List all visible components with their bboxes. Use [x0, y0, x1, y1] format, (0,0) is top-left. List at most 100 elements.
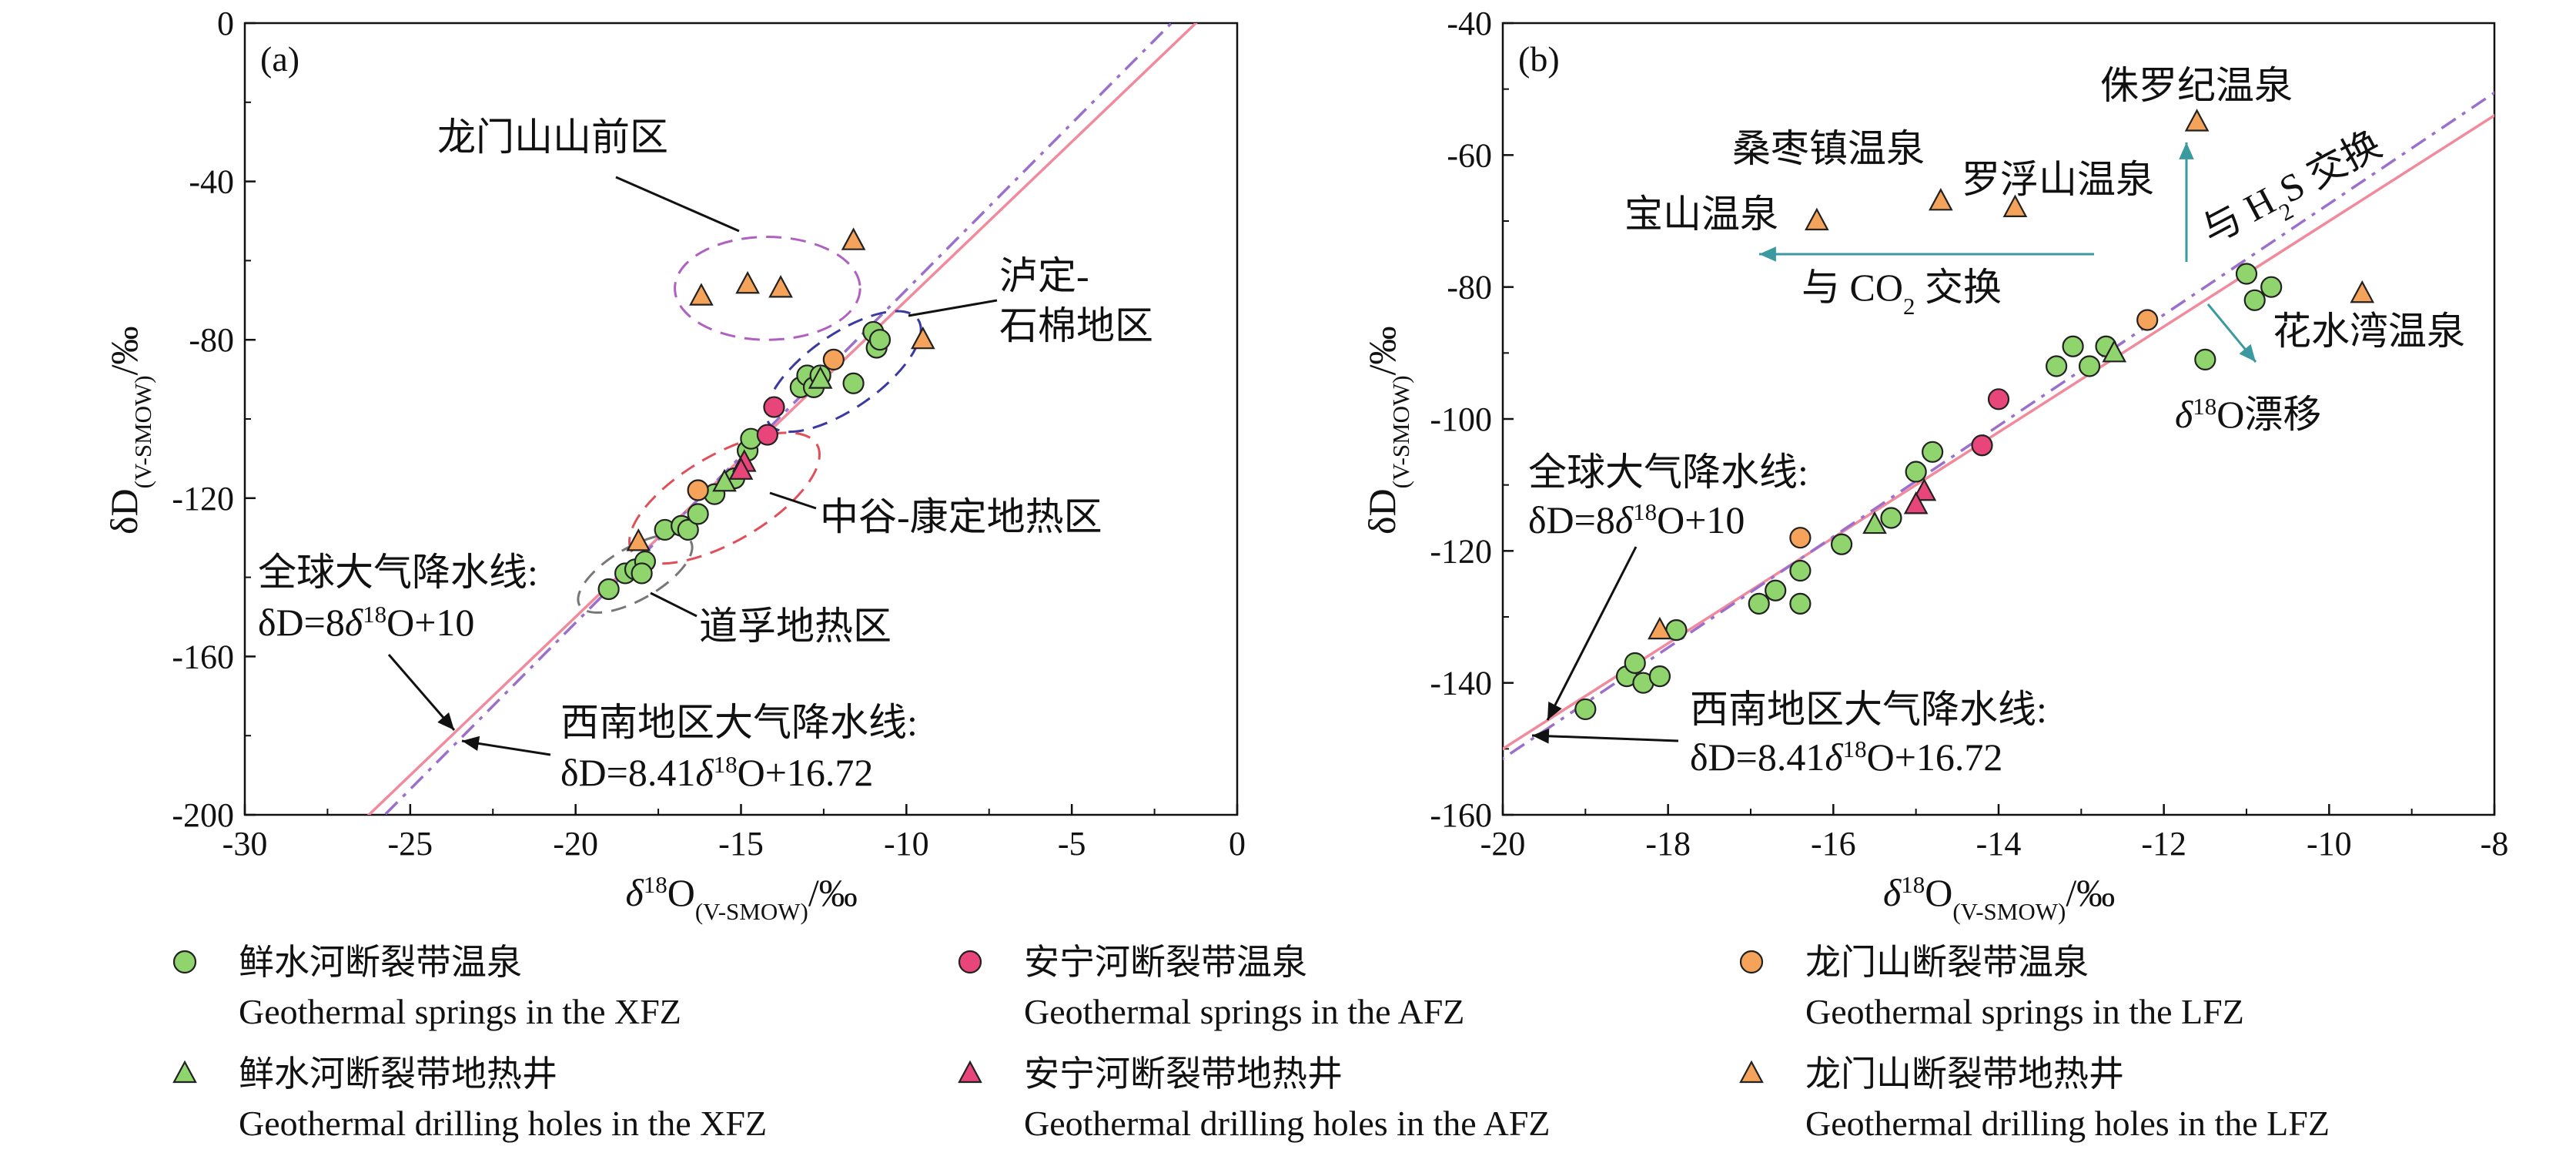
x-tick-label: -25 — [388, 825, 433, 863]
y-axis-title-part: /‰ — [1360, 326, 1403, 375]
x-tick-label: -14 — [1976, 825, 2022, 863]
x-axis-title-part: (V-SMOW) — [1952, 898, 2066, 925]
swmwl-equation: δD=8.41δ18O+16.72 — [560, 751, 873, 795]
data-point-xfz_spring — [2260, 276, 2283, 298]
legend-label-en: Geothermal springs in the LFZ — [1805, 992, 2244, 1031]
gmwl-equation: δD=8δ18O+10 — [1528, 498, 1745, 542]
data-point-xfz_well — [2102, 340, 2127, 363]
swmwl-equation: δD=8.41δ18O+16.72 — [1690, 735, 2002, 779]
luding-label-line1: 泸定- — [999, 254, 1089, 297]
swmwl-title: 西南地区大气降水线: — [1690, 688, 2047, 731]
gmwl-pointer — [1546, 546, 1638, 721]
data-point-xfz_spring — [1574, 698, 1597, 721]
data-point-xfz_spring — [597, 578, 620, 601]
y-tick-label: -160 — [172, 638, 234, 675]
data-point-xfz_spring — [1765, 579, 1787, 601]
swmwl-equation-part: 18 — [714, 751, 738, 778]
data-point-lfz_well — [2350, 280, 2375, 303]
x-axis-title-part: (V-SMOW) — [695, 898, 808, 925]
co2-exchange-arrow-head — [1759, 246, 1776, 262]
x-tick-label: 0 — [1229, 825, 1246, 863]
data-point-lfz_well — [626, 528, 651, 551]
daofu-pointer — [650, 591, 698, 618]
legend-label-en: Geothermal drilling holes in the AFZ — [1024, 1104, 1551, 1143]
luding-label-line2: 石棉地区 — [999, 304, 1153, 347]
plot-frame — [243, 22, 1239, 816]
o18-drift-arrow-head — [2239, 343, 2256, 362]
data-point-lfz_well — [2002, 194, 2028, 217]
data-point-lfz_well — [689, 283, 714, 306]
h2s-exchange-label-part: S 交换 — [2273, 122, 2388, 211]
o18-drift-label-part: O漂移 — [2216, 393, 2321, 436]
data-point-xfz_spring — [1624, 652, 1646, 675]
gmwl-line — [1503, 113, 2494, 751]
swmwl-line — [1503, 91, 2494, 761]
swmwl-title: 西南地区大气降水线: — [560, 701, 918, 744]
y-tick-label: -40 — [189, 163, 234, 201]
x-tick-label: -30 — [222, 825, 268, 863]
y-tick-label: -120 — [1430, 532, 1492, 570]
legend-marker-lfz_well — [1739, 1060, 1764, 1084]
x-axis-title: δ18O(V-SMOW)/‰ — [626, 871, 858, 925]
data-point-afz_spring — [763, 396, 785, 418]
data-point-lfz_well — [1929, 187, 1953, 211]
zhonggu-kangding-label: 中谷-康定地热区 — [820, 495, 1102, 538]
data-point-xfz_spring — [2194, 348, 2216, 370]
x-axis-title-part: δ — [1883, 871, 1902, 914]
legend-label-cn: 龙门山断裂带温泉 — [1805, 943, 2089, 982]
legend-marker-xfz_well — [172, 1060, 197, 1084]
data-point-lfz_spring — [822, 348, 845, 370]
legend-label-cn: 安宁河断裂带温泉 — [1024, 943, 1307, 982]
data-point-xfz_spring — [1880, 507, 1902, 529]
swmwl-equation-part: δ — [695, 751, 714, 794]
data-point-lfz_well — [768, 275, 793, 298]
y-tick-label: -80 — [1447, 269, 1492, 307]
swmwl-pointer-head — [462, 735, 480, 752]
gmwl-title: 全球大气降水线: — [1528, 451, 1808, 494]
sangzao-spring-label: 桑枣镇温泉 — [1732, 127, 1925, 170]
gmwl-equation-part: 18 — [1633, 498, 1657, 525]
swmwl-equation-part: δD=8.41 — [560, 751, 695, 794]
data-point-lfz_well — [1805, 207, 1829, 231]
y-axis-title-part: (V-SMOW) — [1387, 375, 1414, 488]
x-axis-title-part: /‰ — [808, 871, 858, 914]
legend-marker-afz_spring — [958, 950, 982, 974]
baoshan-spring-label: 宝山温泉 — [1624, 193, 1778, 236]
swmwl-equation-part: O+16.72 — [1867, 735, 2003, 779]
data-point-xfz_spring — [687, 503, 709, 525]
data-point-xfz_spring — [2243, 289, 2266, 311]
x-tick-label: -20 — [1480, 825, 1526, 863]
o18-drift-label-part: 18 — [2193, 393, 2216, 420]
legend: 鲜水河断裂带温泉 Geothermal springs in the XFZ 安宁河… — [172, 943, 2330, 1143]
data-point-afz_spring — [756, 424, 778, 446]
data-point-xfz_spring — [2235, 263, 2258, 285]
data-point-lfz_well — [1648, 616, 1672, 640]
y-axis-title-part: δD — [102, 488, 146, 534]
data-point-xfz_spring — [1789, 592, 1812, 615]
x-axis-title-part: O — [667, 871, 695, 914]
y-tick-label: 0 — [217, 5, 234, 42]
gmwl-equation-part: 18 — [363, 601, 386, 628]
o18-drift-label-part: δ — [2175, 393, 2193, 436]
y-tick-label: -160 — [1430, 796, 1492, 834]
region-ellipse — [764, 310, 922, 434]
gmwl-pointer-head — [437, 712, 454, 730]
legend-marker-lfz_spring — [1739, 950, 1764, 974]
gmwl-equation-part: O+10 — [1657, 498, 1745, 541]
h2s-exchange-arrow-head — [2179, 142, 2194, 159]
panel-label: (b) — [1518, 39, 1560, 79]
legend-label-en: Geothermal drilling holes in the XFZ — [239, 1104, 767, 1143]
co2-exchange-label-part: 与 CO — [1802, 266, 1903, 309]
luofushan-spring-label: 罗浮山温泉 — [1962, 158, 2154, 201]
y-tick-label: -140 — [1430, 665, 1492, 702]
data-point-xfz_spring — [1789, 559, 1812, 582]
x-tick-label: -20 — [553, 825, 598, 863]
y-tick-label: -120 — [172, 480, 234, 518]
y-tick-label: -40 — [1447, 5, 1492, 42]
x-axis-title-part: δ — [626, 871, 644, 914]
y-axis-title: δD(V-SMOW)/‰ — [1360, 326, 1414, 534]
swmwl-equation-part: 18 — [1843, 735, 1867, 762]
data-point-xfz_spring — [1748, 592, 1770, 615]
jurassic-spring-label: 侏罗纪温泉 — [2100, 64, 2293, 107]
x-tick-label: -15 — [718, 825, 764, 863]
